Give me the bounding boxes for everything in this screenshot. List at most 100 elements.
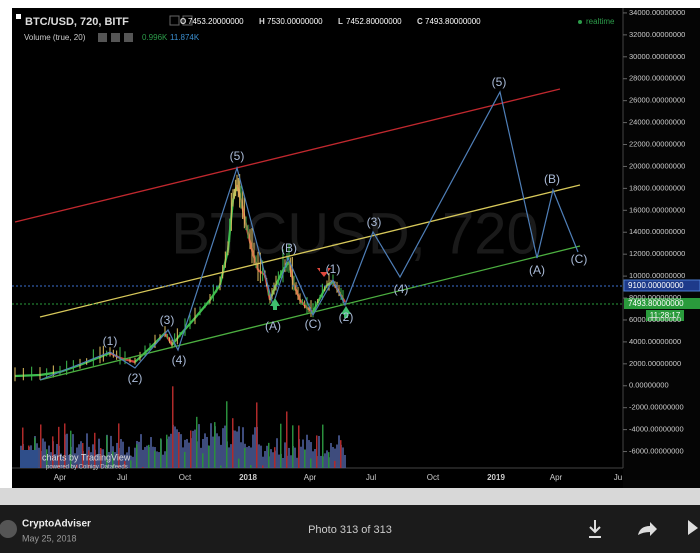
header-button[interactable] [124,33,133,42]
volume-fill [110,435,112,468]
volume-fill [144,447,146,468]
volume-fill [150,437,152,468]
volume-fill [302,439,304,468]
volume-bar [304,449,306,468]
volume-fill [264,451,266,468]
price-segment [292,284,302,301]
realtime-dot [578,20,582,24]
volume-fill [282,457,284,468]
price-segment [239,199,248,226]
volume-fill [308,440,310,468]
price-segment [299,299,308,309]
time-tick-label: Apr [54,473,67,482]
volume-fill [266,445,268,468]
price-segment [257,269,266,276]
volume-bar [22,427,24,468]
volume-fill [216,433,218,468]
volume-fill [80,441,82,468]
wave-label: (1) [103,334,118,348]
price-segment [218,249,230,286]
price-segment [275,269,284,286]
volume-bar [226,401,228,468]
download-icon[interactable] [589,520,601,538]
logo-text[interactable]: charts by TradingView [42,452,131,462]
volume-fill [334,448,336,468]
realtime: realtime [586,17,615,26]
share-icon[interactable] [638,522,657,536]
volume-bar [286,411,288,468]
last-price: 7493.80000000 [628,299,684,308]
volume-fill [270,449,272,468]
wave-label: (2) [128,371,143,385]
price-tick-label: 18000.00000000 [629,183,685,192]
volume-bar [130,460,132,468]
volume-fill [300,446,302,468]
volume-bar [232,418,234,468]
header-button[interactable] [169,15,180,26]
volume-fill [68,454,70,468]
volume-bar [124,461,126,468]
volume-fill [192,430,194,468]
volume-fill [104,456,106,468]
price-tick-label: 2000.00000000 [629,359,681,368]
volume-fill [276,438,278,468]
volume-value: 11.874K [170,33,200,42]
volume-fill [332,447,334,468]
volume-fill [252,434,254,468]
buy-arrow [341,306,351,318]
header-button[interactable] [111,33,120,42]
price-segment [250,249,260,271]
wave-label: (3) [367,215,382,229]
time-tick-label: Oct [427,473,440,482]
countdown-box [646,310,684,321]
volume-fill [146,445,148,468]
share-button[interactable] [638,522,657,536]
price-tick-label: 22000.00000000 [629,140,685,149]
price-tick-label: 28000.00000000 [629,74,685,83]
header-button[interactable] [98,33,107,42]
volume-fill [120,439,122,468]
price-tick-label: -6000.00000000 [629,447,684,456]
avatar[interactable] [0,520,17,538]
price-segment [14,373,41,378]
author[interactable]: CryptoAdviser [22,519,91,530]
logo-icon [20,450,38,468]
volume-fill [44,441,46,468]
volume-fill [272,452,274,468]
volume-bar [190,430,192,468]
volume-bar [238,458,240,468]
price-tick-label: 34000.00000000 [629,8,685,17]
time-tick-label: Jul [366,473,376,482]
volume-fill [60,453,62,468]
more-icon[interactable] [688,520,698,535]
volume-fill [90,452,92,468]
wave-label: (4) [394,282,409,296]
volume-fill [278,454,280,468]
price-tick-label: 8000.00000000 [629,293,681,302]
volume-bar [40,424,42,468]
volume-fill [74,453,76,468]
volume-fill [134,447,136,468]
price-segment [79,355,101,367]
volume-fill [86,433,88,468]
volume-fill [180,434,182,468]
volume-bar [256,402,258,468]
wave-label: (1) [326,262,341,276]
header-button[interactable] [182,15,193,26]
time-tick-label: Ju [614,473,622,482]
ohlc-value: 7530.00000000 [267,17,323,26]
volume-fill [260,445,262,468]
price-segment [312,297,321,313]
volume-fill [78,444,80,468]
volume-bar [46,449,48,468]
ohlc-key: C [417,17,423,26]
volume-fill [230,444,232,468]
photo-counter: Photo 313 of 313 [308,524,392,536]
volume-fill [98,438,100,468]
volume-bar [76,464,78,468]
download-button[interactable] [589,520,601,538]
alert-price: 9100.00000000 [628,281,684,290]
volume-bar [88,450,90,468]
more-button[interactable] [688,520,698,535]
